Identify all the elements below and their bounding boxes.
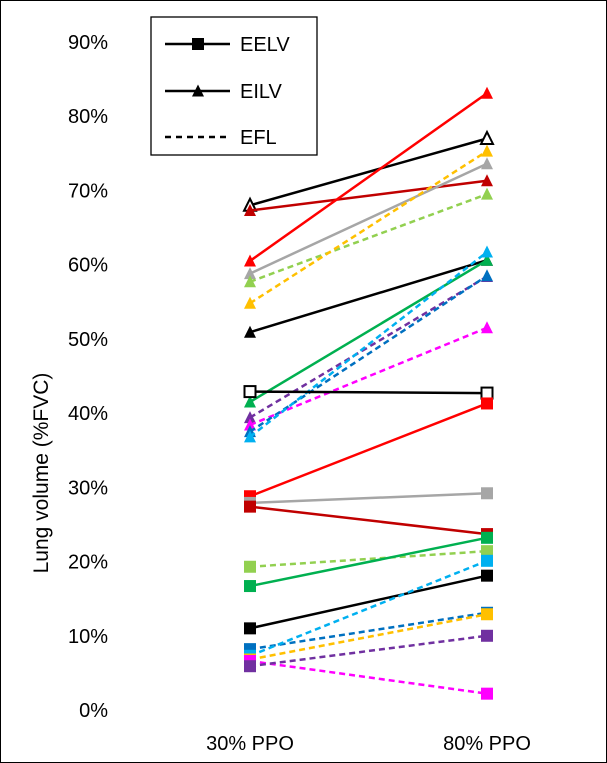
y-tick-label: 50% (68, 329, 108, 351)
x-axis-ticks: 30% PPO 80% PPO (206, 733, 531, 755)
data-point (481, 569, 493, 582)
data-point (481, 397, 493, 410)
data-point (481, 157, 493, 170)
series-line (249, 137, 488, 207)
data-point (243, 385, 257, 399)
data-point (244, 500, 256, 513)
data-point (481, 629, 493, 642)
series-5 (244, 187, 493, 288)
data-point (481, 321, 493, 334)
data-point (244, 622, 256, 635)
series-line (249, 179, 488, 212)
y-tick-label: 70% (68, 180, 108, 202)
x-tick-label: 80% PPO (443, 733, 531, 755)
series-12 (244, 245, 493, 443)
data-point (244, 254, 256, 267)
data-point (481, 187, 493, 200)
y-tick-label: 40% (68, 403, 108, 425)
data-point (481, 174, 493, 187)
y-tick-label: 0% (79, 700, 108, 722)
series-line (249, 150, 488, 305)
data-point (244, 430, 256, 443)
series-10 (244, 321, 493, 431)
data-point (244, 560, 256, 573)
series-line (249, 326, 488, 427)
data-point (481, 687, 493, 700)
data-point (244, 325, 256, 338)
data-point (244, 660, 256, 673)
y-axis-title: Lung volume (%FVC) (30, 373, 53, 574)
data-point (244, 395, 256, 408)
series-line (249, 492, 488, 505)
series-line (249, 536, 488, 588)
data-point (481, 86, 493, 99)
legend-item: EELV (165, 34, 290, 56)
data-point (481, 608, 493, 621)
series-line (249, 274, 488, 433)
series-line (249, 162, 488, 275)
y-tick-label: 10% (68, 626, 108, 648)
series-18 (244, 531, 493, 593)
series-19 (244, 569, 493, 635)
y-tick-label: 30% (68, 477, 108, 499)
series-line (249, 259, 488, 334)
y-axis-ticks: 0% 10% 20% 30% 40% 50% 60% 70% 80% 90% (68, 32, 108, 722)
y-tick-label: 80% (68, 106, 108, 128)
series-line (249, 574, 488, 630)
legend-label: EFL (240, 127, 277, 149)
data-point (481, 245, 493, 258)
legend-item: EILV (165, 81, 283, 103)
legend-box (150, 16, 318, 156)
series-line (249, 92, 488, 262)
series-line (249, 402, 488, 498)
series-2 (244, 174, 493, 216)
data-point (481, 487, 493, 500)
legend-marker (192, 38, 204, 50)
data-point (481, 144, 493, 157)
series-line (249, 559, 488, 657)
y-tick-label: 20% (68, 552, 108, 574)
series-line (249, 613, 488, 661)
data-point (244, 275, 256, 288)
series-8 (244, 253, 493, 408)
data-point (244, 411, 256, 424)
legend-item: EFL (165, 127, 277, 149)
y-tick-label: 90% (68, 32, 108, 54)
data-point (481, 531, 493, 544)
legend-marker (192, 84, 204, 97)
series-layer (242, 86, 495, 700)
x-tick-label: 30% PPO (206, 733, 294, 755)
data-point (479, 129, 495, 145)
data-point (244, 296, 256, 309)
series-24 (244, 629, 493, 673)
series-line (249, 275, 488, 419)
data-point (244, 418, 256, 431)
data-point (244, 203, 256, 216)
data-point (244, 580, 256, 593)
data-point (244, 267, 256, 280)
series-line (249, 259, 488, 404)
data-point (481, 253, 493, 266)
legend: EELV EILV EFL (150, 16, 318, 156)
data-point (481, 554, 493, 567)
series-3 (244, 86, 493, 267)
y-tick-label: 60% (68, 255, 108, 277)
series-line (249, 390, 488, 395)
legend-label: EELV (240, 34, 290, 56)
series-4 (244, 157, 493, 280)
data-point (480, 386, 494, 400)
data-point (481, 269, 493, 282)
series-6 (244, 144, 493, 309)
series-line (249, 251, 488, 438)
series-17 (244, 545, 493, 573)
series-line (249, 192, 488, 283)
legend-label: EILV (240, 81, 283, 103)
series-line (249, 505, 488, 536)
data-point (481, 545, 493, 558)
